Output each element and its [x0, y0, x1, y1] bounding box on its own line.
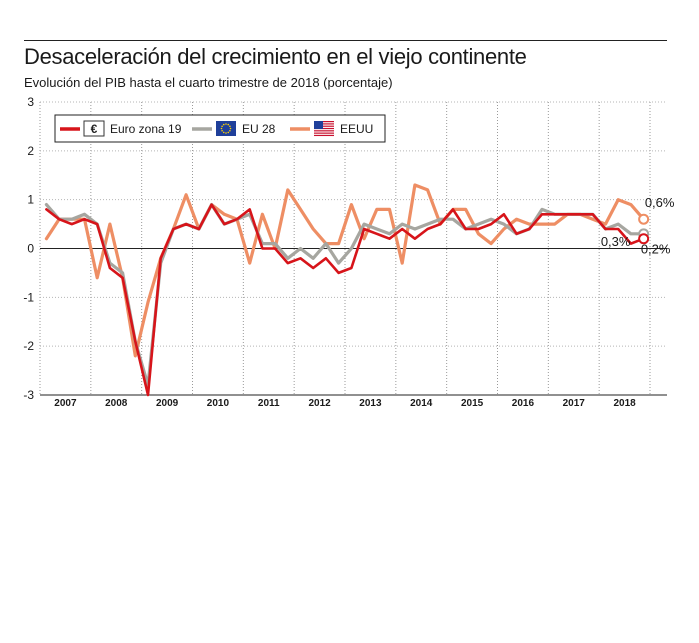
- end-value-label: 0,3%: [601, 234, 631, 249]
- end-marker: [638, 213, 650, 225]
- eu-star: [229, 127, 232, 130]
- x-tick-label: 2017: [563, 398, 586, 409]
- y-tick-label: -1: [23, 290, 34, 304]
- us-stripe: [314, 127, 334, 130]
- eu-flag-icon: [216, 121, 236, 136]
- x-tick-label: 2013: [359, 398, 382, 409]
- x-tick-label: 2010: [207, 398, 230, 409]
- legend-label: EEUU: [340, 122, 373, 136]
- end-marker: [638, 233, 650, 245]
- chart-legend: € Euro zona 19 EU 28 EEUU: [54, 114, 386, 143]
- us-stripe: [314, 130, 334, 132]
- euro-icon: [83, 120, 105, 137]
- x-tick-label: 2016: [512, 398, 535, 409]
- us-canton: [314, 121, 323, 129]
- eu-star: [222, 123, 225, 126]
- eu-star: [227, 123, 230, 126]
- us-stripe: [314, 125, 334, 127]
- x-tick-label: 2018: [613, 398, 636, 409]
- euro-symbol: €: [91, 122, 98, 136]
- chart-title: Desaceleración del crecimiento en el vie…: [24, 44, 527, 69]
- us-stripe: [314, 121, 334, 123]
- eu-star: [229, 125, 231, 128]
- y-tick-label: 2: [27, 144, 34, 158]
- chart-series: [44, 183, 646, 397]
- y-tick-label: -2: [23, 339, 34, 353]
- end-value-label: 0,6%: [645, 195, 675, 210]
- y-tick-label: 1: [27, 193, 34, 207]
- chart-subtitle: Evolución del PIB hasta el cuarto trimes…: [24, 75, 393, 90]
- series-line-euro-zona-19: [45, 203, 645, 397]
- series-line-eeuu: [44, 183, 646, 358]
- end-value-label: 0,2%: [641, 242, 671, 257]
- series-line-eu-28: [44, 203, 646, 387]
- eu-star: [220, 127, 223, 130]
- x-tick-label: 2012: [308, 398, 331, 409]
- eu-star: [225, 123, 227, 125]
- us-stripe: [314, 132, 334, 134]
- eu-star: [227, 131, 230, 134]
- y-tick-label: 3: [27, 95, 34, 109]
- legend-label: EU 28: [242, 122, 276, 136]
- us-stripe: [314, 123, 334, 125]
- eu-star: [221, 129, 223, 132]
- chart-grid: [39, 101, 667, 396]
- x-tick-label: 2014: [410, 398, 433, 409]
- x-tick-label: 2011: [258, 398, 280, 409]
- eu-star: [225, 132, 227, 134]
- end-labels: 0,6% 0,3% 0,2%: [601, 195, 675, 257]
- legend-label: Euro zona 19: [110, 122, 182, 136]
- y-axis-ticks: 3 2 1 0 -1 -2 -3: [23, 95, 34, 402]
- x-tick-label: 2009: [156, 398, 179, 409]
- x-tick-label: 2008: [105, 398, 128, 409]
- eu-star: [222, 131, 225, 134]
- x-axis-year-labels: 2007 2008 2009 2010 2011 2012 2013 2014 2015 2016…: [54, 398, 636, 409]
- y-tick-label: 0: [27, 242, 34, 256]
- eu-star: [221, 125, 223, 128]
- eu-star: [229, 129, 231, 132]
- x-tick-label: 2007: [54, 398, 77, 409]
- x-tick-label: 2015: [461, 398, 484, 409]
- us-stripe: [314, 134, 334, 137]
- top-rule: [24, 40, 667, 41]
- y-tick-label: -3: [23, 388, 34, 402]
